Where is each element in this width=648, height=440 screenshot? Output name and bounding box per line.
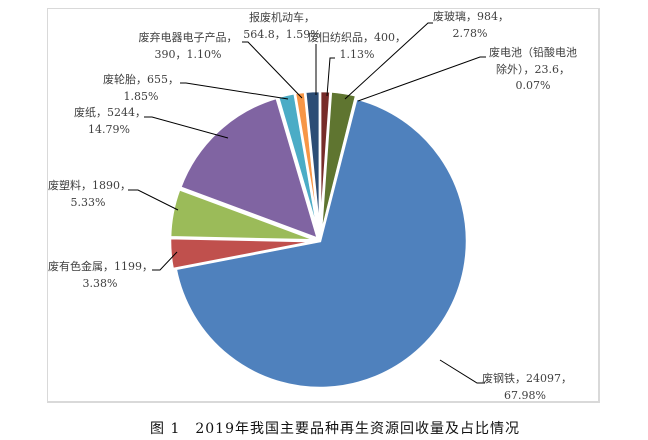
data-label-line: 390，1.10% — [154, 47, 222, 61]
data-label-line: 1.13% — [339, 47, 375, 61]
data-label-6: 废纸，5244， 14.79% — [74, 105, 146, 138]
leader-line-8 — [242, 41, 303, 99]
data-label-line: 废钢铁，24097， — [482, 372, 572, 385]
data-label-line: 报废机动车， — [249, 11, 315, 24]
data-label-line: 14.79% — [88, 122, 130, 136]
data-label-line: 废塑料，1890， — [48, 179, 131, 192]
leader-line-6 — [144, 116, 229, 139]
leader-line-3 — [439, 359, 485, 384]
chart-frame — [47, 8, 600, 403]
leader-line-5 — [128, 189, 179, 211]
leader-line-0 — [326, 57, 335, 97]
data-label-8: 废弃电器电子产品， 390，1.10% — [136, 30, 240, 63]
data-label-line: 废轮胎，655， — [103, 73, 179, 86]
data-label-line: 废玻璃，984， — [433, 10, 509, 23]
pie-slice-5 — [168, 187, 318, 242]
data-label-line: 废旧纺织品，400， — [308, 31, 406, 44]
data-label-line: 除外），23.6， — [496, 62, 570, 76]
pie-slice-9 — [303, 89, 322, 239]
figure-caption: 图 1 2019年我国主要品种再生资源回收量及占比情况 — [150, 421, 520, 437]
pie-slice-3 — [174, 97, 469, 390]
leader-line-7 — [180, 82, 289, 100]
data-label-line: 5.33% — [70, 195, 106, 209]
data-label-0: 废旧纺织品，400， 1.13% — [308, 30, 406, 63]
data-label-line: 564.8，1.59% — [243, 27, 321, 41]
leader-line-2 — [357, 56, 486, 102]
data-label-line: 废有色金属，1199， — [48, 260, 153, 273]
data-label-line: 废电池（铅酸电池 — [489, 46, 577, 59]
leader-line-4 — [152, 251, 178, 271]
data-label-line: 3.38% — [82, 276, 118, 290]
data-label-line: 废弃电器电子产品， — [138, 31, 238, 44]
data-label-line: 2.78% — [452, 26, 488, 40]
data-label-7: 废轮胎，655， 1.85% — [103, 72, 179, 105]
data-label-line: 0.07% — [515, 79, 551, 92]
data-label-line: 1.85% — [123, 89, 159, 103]
data-label-line: 废纸，5244， — [74, 106, 146, 119]
data-label-4: 废有色金属，1199， 3.38% — [48, 259, 153, 292]
data-label-line: 67.98% — [504, 388, 546, 402]
data-label-2: 废电池（铅酸电池 除外），23.6， 0.07% — [484, 45, 582, 95]
pie-slice-6 — [178, 96, 320, 241]
leader-line-1 — [344, 22, 433, 100]
data-label-1: 废玻璃，984， 2.78% — [433, 9, 509, 42]
data-label-9: 报废机动车， 564.8，1.59% — [240, 10, 324, 43]
data-label-3: 废钢铁，24097， 67.98% — [482, 371, 572, 404]
data-label-5: 废塑料，1890， 5.33% — [48, 178, 131, 211]
